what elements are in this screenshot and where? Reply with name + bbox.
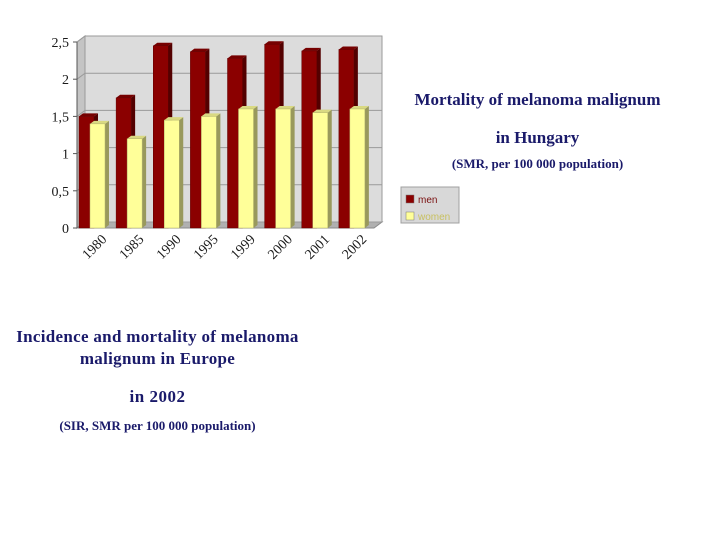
bar-women-1980 bbox=[89, 120, 109, 229]
x-tick-label: 1980 bbox=[80, 232, 110, 262]
y-tick-label: 2 bbox=[62, 73, 69, 88]
hungary-title-line1: Mortality of melanoma malignum bbox=[414, 90, 661, 109]
x-tick-label: 1999 bbox=[228, 232, 258, 262]
legend-label: women bbox=[417, 212, 450, 223]
bar-women-2001 bbox=[312, 109, 332, 229]
europe-title-units: (SIR, SMR per 100 000 population) bbox=[59, 418, 256, 433]
legend-swatch-women bbox=[405, 211, 415, 221]
europe-title-line2: in 2002 bbox=[129, 387, 186, 406]
europe-section-title: Incidence and mortality of melanoma mali… bbox=[10, 326, 305, 434]
bar-women-2000 bbox=[275, 105, 295, 229]
legend-label: men bbox=[418, 195, 437, 206]
y-tick-label: 1 bbox=[62, 148, 69, 163]
hungary-title-line2: in Hungary bbox=[495, 128, 580, 147]
chart-legend: men women bbox=[400, 186, 460, 224]
hungary-title-units: (SMR, per 100 000 population) bbox=[451, 156, 624, 171]
x-tick-label: 2002 bbox=[340, 232, 370, 262]
y-tick-label: 0,5 bbox=[52, 185, 70, 200]
x-tick-label: 1990 bbox=[154, 232, 184, 262]
x-tick-label: 2000 bbox=[266, 232, 296, 262]
x-tick-label: 1985 bbox=[117, 232, 147, 262]
bar-women-1985 bbox=[126, 135, 147, 229]
chart-marks bbox=[78, 41, 369, 229]
gridline bbox=[76, 35, 382, 43]
bar-women-1995 bbox=[201, 113, 221, 229]
x-tick-label: 1995 bbox=[191, 232, 221, 262]
europe-title-line1: Incidence and mortality of melanoma mali… bbox=[16, 327, 299, 368]
legend-swatch-men bbox=[405, 194, 415, 204]
x-tick-label: 2001 bbox=[303, 232, 333, 262]
bar-women-1999 bbox=[238, 105, 258, 229]
bar-women-1990 bbox=[164, 117, 184, 229]
y-tick-label: 0 bbox=[62, 222, 69, 237]
y-tick-label: 2,5 bbox=[52, 36, 70, 51]
y-tick-label: 1,5 bbox=[52, 110, 70, 125]
bar-women-2002 bbox=[349, 105, 369, 229]
hungary-chart-title: Mortality of melanoma malignum in Hungar… bbox=[385, 88, 690, 172]
